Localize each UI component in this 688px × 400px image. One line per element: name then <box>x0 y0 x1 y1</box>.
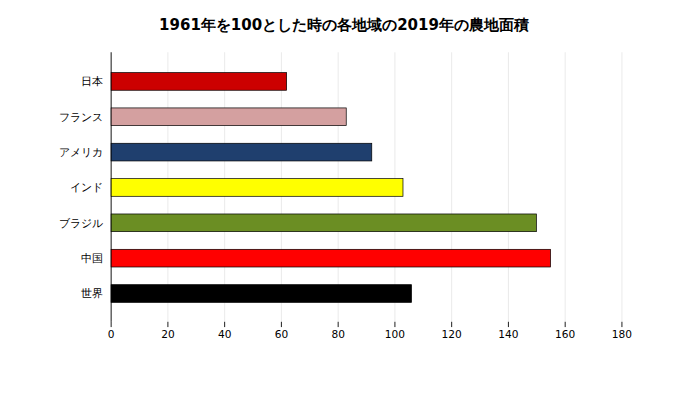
svg-text:アメリカ: アメリカ <box>59 146 103 158</box>
svg-text:インド: インド <box>70 181 103 193</box>
svg-text:80: 80 <box>331 328 345 340</box>
svg-text:60: 60 <box>275 328 289 340</box>
svg-text:0: 0 <box>108 328 115 340</box>
svg-text:中国: 中国 <box>81 252 103 264</box>
svg-text:180: 180 <box>612 328 632 340</box>
svg-text:160: 160 <box>555 328 575 340</box>
svg-text:100: 100 <box>385 328 405 340</box>
svg-text:40: 40 <box>218 328 232 340</box>
svg-text:ブラジル: ブラジル <box>59 217 103 229</box>
svg-text:フランス: フランス <box>59 111 103 123</box>
svg-text:世界: 世界 <box>81 287 103 299</box>
svg-text:日本: 日本 <box>81 75 103 87</box>
html-text:1961年を100とした時の各地域の2019年の農地面積: 1961年を100とした時の各地域の2019年の農地面積 <box>159 16 529 34</box>
svg-text:20: 20 <box>161 328 175 340</box>
svg-text:140: 140 <box>498 328 518 340</box>
svg-text:120: 120 <box>442 328 462 340</box>
